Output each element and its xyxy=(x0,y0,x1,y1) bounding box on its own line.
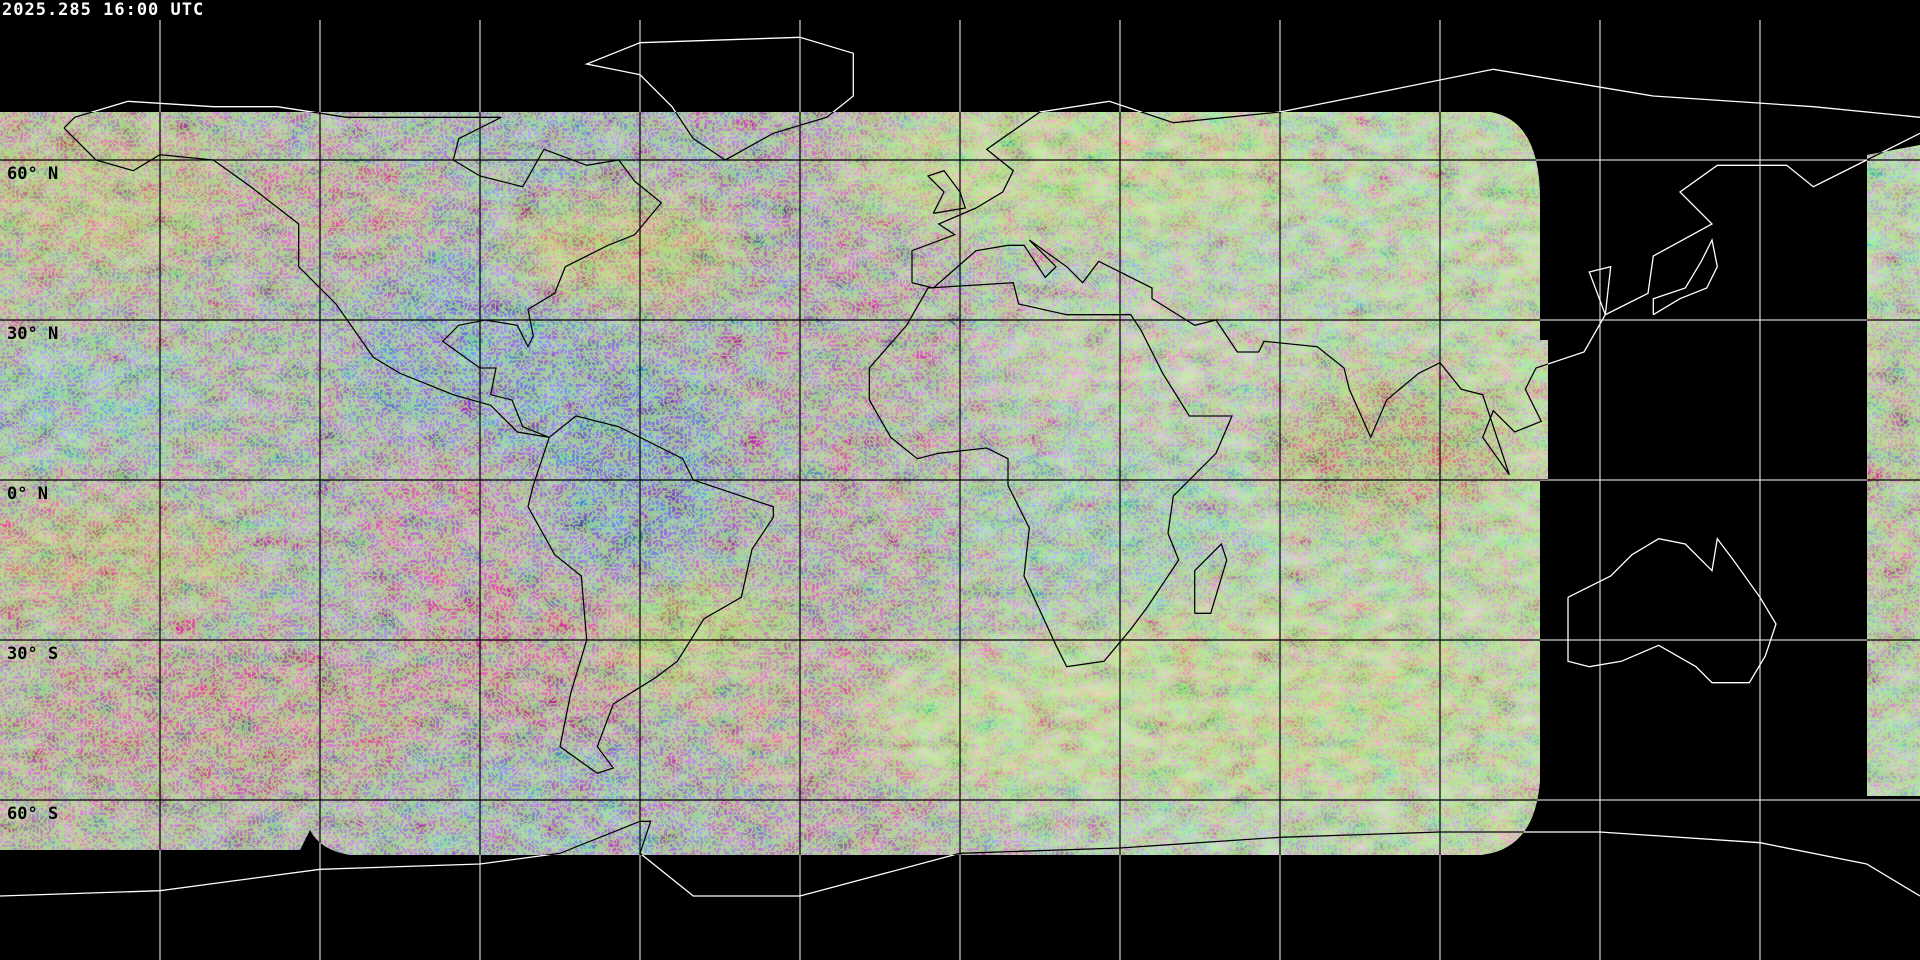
coastline-africa xyxy=(868,282,1233,668)
coastline-australia xyxy=(1567,537,1777,684)
coastline-madagascar xyxy=(1194,542,1228,614)
coastline-north-america xyxy=(63,112,663,438)
lat-label-30s: 30° S xyxy=(7,644,59,664)
coastline-australia xyxy=(1567,537,1777,684)
lat-label-30n: 30° N xyxy=(7,324,59,344)
coastline-antarctica xyxy=(0,820,1920,897)
coastline-eurasia xyxy=(911,112,1920,283)
coastline-south-america xyxy=(527,415,774,775)
timestamp-label: 2025.285 16:00 UTC xyxy=(2,0,205,20)
coastline-british-isles xyxy=(926,169,967,214)
coastline-greenland xyxy=(584,112,854,161)
lat-label-0n: 0° N xyxy=(7,484,48,504)
coastline-japan xyxy=(1652,238,1718,316)
lat-label-60n: 60° N xyxy=(7,164,59,184)
lat-label-60s: 60° S xyxy=(7,804,59,824)
